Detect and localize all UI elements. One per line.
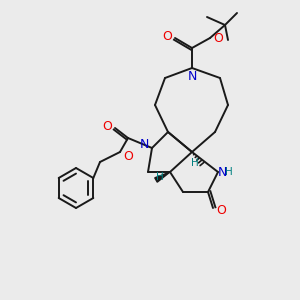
Text: N: N xyxy=(217,166,227,178)
Text: N: N xyxy=(139,139,149,152)
Text: O: O xyxy=(213,32,223,44)
Text: O: O xyxy=(123,151,133,164)
Text: O: O xyxy=(102,121,112,134)
Text: H: H xyxy=(225,167,233,177)
Text: H: H xyxy=(156,172,164,182)
Text: H: H xyxy=(191,158,199,168)
Text: N: N xyxy=(187,70,197,83)
Text: O: O xyxy=(162,31,172,44)
Polygon shape xyxy=(155,172,170,182)
Text: O: O xyxy=(216,203,226,217)
